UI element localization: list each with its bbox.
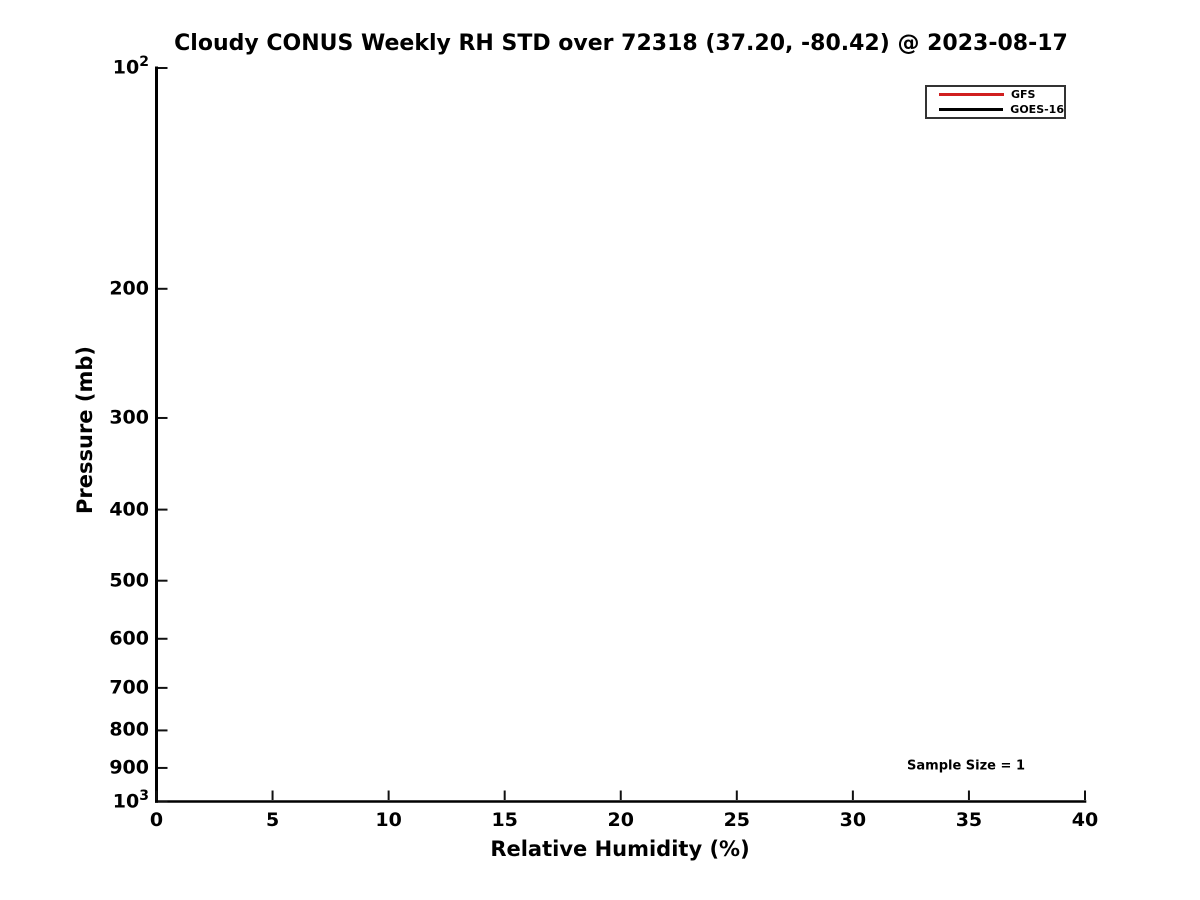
y-tick-label: 700: [109, 676, 149, 699]
chart-title: Cloudy CONUS Weekly RH STD over 72318 (3…: [174, 31, 1068, 56]
y-axis-label: Pressure (mb): [73, 346, 97, 514]
y-tick-label: 800: [109, 718, 149, 741]
x-tick-label: 10: [375, 809, 402, 831]
y-tick-label: 200: [109, 277, 149, 300]
gfs-line-swatch: [939, 93, 1004, 96]
y-tick-label: 103: [112, 787, 149, 813]
sample-size-annotation: Sample Size = 1: [907, 758, 1025, 774]
x-tick-label: 0: [149, 809, 164, 831]
y-tick-label: 900: [109, 756, 149, 779]
x-axis-label: Relative Humidity (%): [490, 837, 750, 861]
y-tick-label: 102: [112, 54, 149, 79]
goes16-line-swatch: [939, 108, 1004, 111]
x-tick-label: 40: [1071, 809, 1099, 831]
x-tick-label: 20: [607, 809, 634, 831]
legend-label-goes16: GOES-16: [1010, 103, 1064, 116]
x-tick-label: 15: [491, 809, 518, 831]
y-tick-label: 400: [109, 498, 149, 521]
legend-label-gfs: GFS: [1011, 88, 1036, 101]
x-tick-label: 30: [839, 809, 867, 831]
legend: GFS GOES-16: [925, 85, 1066, 119]
legend-entry-goes16: GOES-16: [939, 103, 1064, 116]
x-tick-label: 5: [265, 809, 280, 831]
x-tick-label: 35: [955, 809, 983, 831]
y-tick-label: 500: [109, 569, 149, 592]
y-tick-label: 600: [109, 627, 149, 650]
x-tick-label: 25: [723, 809, 751, 831]
legend-entry-gfs: GFS: [939, 88, 1064, 101]
y-tick-label: 300: [109, 406, 149, 429]
